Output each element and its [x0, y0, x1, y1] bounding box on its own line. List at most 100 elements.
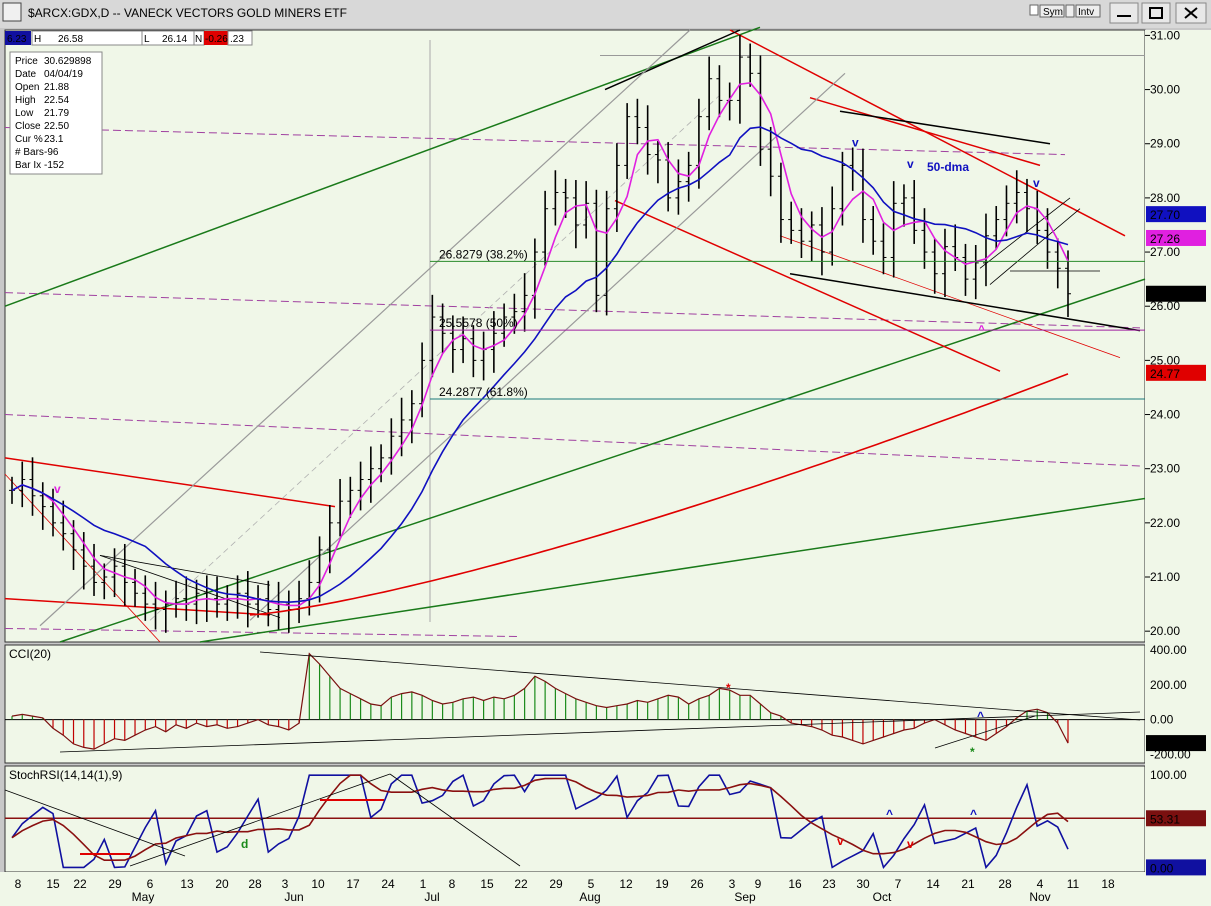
high-value: 26.58	[58, 34, 83, 45]
maximize-button[interactable]	[1141, 2, 1171, 24]
short-ma-line	[11, 81, 1069, 607]
x-tick-label: 7	[895, 877, 902, 891]
x-tick-label: 19	[655, 877, 669, 891]
red-trend-line	[4, 597, 271, 616]
data-window-label: Date	[15, 69, 37, 80]
x-tick-label: 15	[480, 877, 494, 891]
x-month-label: Aug	[579, 890, 600, 904]
dashed-purple-line	[4, 414, 1141, 467]
data-window-value: -96	[44, 147, 59, 158]
stochrsi-d-line	[11, 774, 1069, 861]
x-tick-label: 9	[755, 877, 762, 891]
cci-last-label-box	[1146, 735, 1206, 752]
x-tick-label: 17	[346, 877, 360, 891]
mini-icon[interactable]	[1065, 4, 1075, 18]
x-month-label: Oct	[873, 890, 892, 904]
x-tick-label: 24	[381, 877, 395, 891]
x-tick-label: 12	[619, 877, 633, 891]
data-window-label: Close	[15, 121, 41, 132]
price-annotation: v	[54, 482, 61, 496]
price-y-tick-label: 20.00	[1150, 624, 1180, 638]
50-dma-line	[11, 126, 1069, 604]
x-tick-label: 4	[1037, 877, 1044, 891]
black-channel-line	[989, 208, 1081, 285]
stochrsi-k-line	[11, 773, 1069, 870]
cci-y-tick-label: 200.00	[1150, 678, 1187, 692]
interval-button[interactable]	[1075, 4, 1101, 18]
x-tick-label: 26	[690, 877, 704, 891]
toolbar-icon[interactable]	[1029, 4, 1039, 16]
data-window: Price 30.629898 Date 04/04/19 Open 21.88 High 2…	[9, 51, 103, 175]
stochrsi-trend-line	[129, 773, 391, 867]
price-y-tick-label: 29.00	[1150, 137, 1180, 151]
cci-trend-line	[59, 711, 1141, 753]
price-annotation: v	[907, 157, 914, 171]
x-month-label: Sep	[734, 890, 756, 904]
cci-line	[11, 652, 1069, 750]
value-label-text: 27.70	[1150, 208, 1180, 222]
value-label-box	[1146, 206, 1206, 223]
data-window-value: 21.88	[44, 82, 69, 93]
value-label-text: 24.77	[1150, 367, 1180, 381]
cci-trend-line	[934, 715, 1036, 749]
x-tick-label: 16	[788, 877, 802, 891]
price-y-tick-label: 25.00	[1150, 353, 1180, 367]
x-tick-label: 23	[822, 877, 836, 891]
price-bars	[9, 34, 1071, 633]
sym-label: Sym	[1043, 7, 1063, 18]
cci-trend-line	[259, 651, 1141, 721]
x-tick-label: 22	[514, 877, 528, 891]
data-window-label: Cur %	[15, 134, 43, 145]
data-window-value: 21.79	[44, 108, 69, 119]
data-window-value: 22.50	[44, 121, 69, 132]
price-annotation: v	[1033, 176, 1040, 190]
low-value: 26.14	[162, 34, 187, 45]
net-fraction: .23	[230, 34, 244, 45]
x-tick-label: 21	[961, 877, 975, 891]
minimize-button[interactable]	[1109, 2, 1139, 24]
x-tick-label: 8	[15, 877, 22, 891]
dashed-purple-line	[4, 126, 1066, 156]
title-bar	[0, 0, 1211, 28]
stochrsi-annotation: ^	[886, 807, 893, 821]
data-window-label: # Bars	[15, 147, 44, 158]
trend-lines	[4, 26, 1146, 643]
stochrsi-y-tick-label: 100.00	[1150, 768, 1187, 782]
black-triangle-line	[99, 554, 271, 586]
stochrsi-trend-line	[389, 773, 521, 867]
x-month-label: Jun	[284, 890, 303, 904]
red-channel-line	[809, 96, 1041, 167]
sym-button[interactable]	[1039, 4, 1065, 18]
x-tick-label: 8	[449, 877, 456, 891]
x-tick-label: 11	[1067, 877, 1080, 891]
last-price-box	[5, 31, 31, 45]
x-tick-label: 29	[549, 877, 563, 891]
x-tick-label: 3	[282, 877, 289, 891]
price-annotation: v	[852, 135, 859, 149]
x-tick-label: 18	[1101, 877, 1115, 891]
black-wedge-line	[839, 110, 1051, 145]
price-y-tick-label: 30.00	[1150, 83, 1180, 97]
stochrsi-zero-label: 0.00	[1150, 861, 1174, 875]
cci-title: CCI(20)	[9, 647, 51, 661]
interval-label: Intv	[1078, 7, 1094, 18]
fib-levels: 26.8279 (38.2%) 25.5578 (50%) 24.2877 (61.…	[430, 247, 1145, 400]
cci-panel	[4, 644, 1146, 764]
stochrsi-annotation: v	[837, 834, 844, 848]
x-tick-label: 6	[147, 877, 154, 891]
gray-dashed-line	[149, 94, 721, 621]
x-tick-label: 5	[588, 877, 595, 891]
stochrsi-trend-line	[4, 789, 186, 857]
maximize-icon	[1149, 7, 1163, 19]
value-label-text: 27.26	[1150, 232, 1180, 246]
data-window-label: Low	[15, 108, 34, 119]
x-tick-label: 1	[420, 877, 427, 891]
data-window-value: -152	[44, 160, 64, 171]
app-icon[interactable]	[2, 2, 22, 22]
x-month-label: Nov	[1029, 890, 1050, 904]
fib-level-label: 24.2877 (61.8%)	[439, 385, 528, 399]
value-label-box	[1146, 364, 1206, 381]
green-trend-line	[199, 497, 1146, 643]
